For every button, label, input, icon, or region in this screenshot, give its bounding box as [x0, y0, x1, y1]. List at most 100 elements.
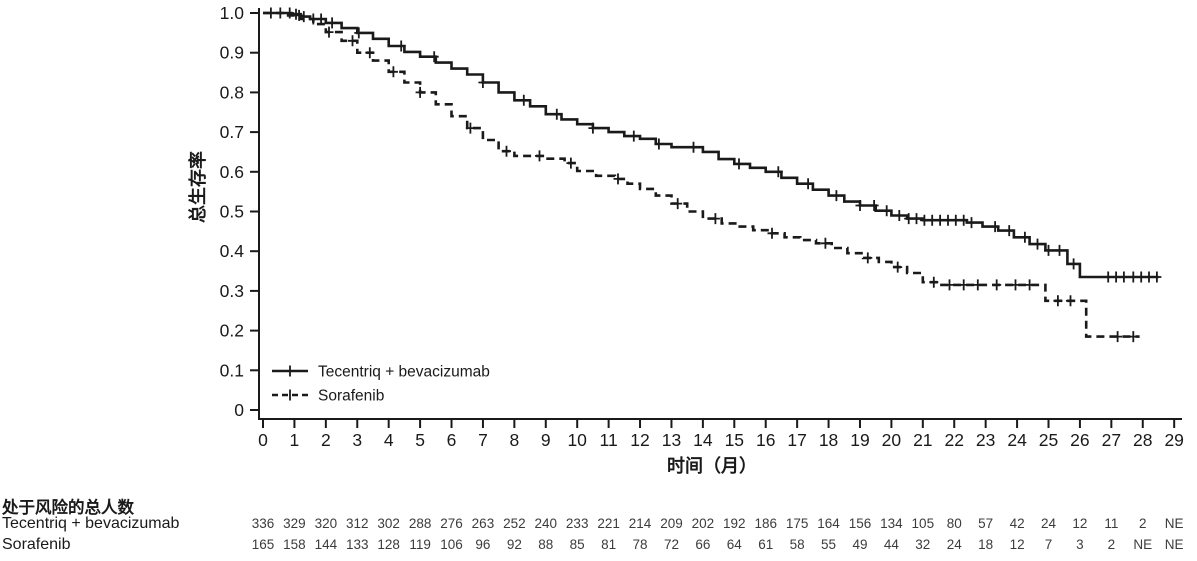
x-tick-label: 5: [415, 430, 425, 450]
risk-count: 302: [377, 516, 400, 531]
y-axis-title: 总生存率: [187, 151, 208, 223]
x-tick-label: 27: [1102, 430, 1121, 450]
km-curve-sorafenib: [263, 11, 1140, 338]
risk-count: 64: [726, 537, 742, 552]
risk-count: 214: [628, 516, 652, 531]
risk-count: 202: [691, 516, 715, 531]
risk-count: 2: [1107, 537, 1116, 552]
risk-count: 24: [1040, 516, 1057, 531]
x-tick-label: 0: [258, 430, 268, 450]
x-tick-label: 4: [384, 430, 394, 450]
risk-table-title: 处于风险的总人数: [2, 499, 134, 517]
x-tick-label: 8: [509, 430, 519, 450]
risk-count: 164: [817, 516, 840, 531]
y-tick-label: 0.1: [220, 360, 244, 380]
risk-count: 186: [754, 516, 777, 531]
risk-count: 288: [408, 516, 432, 531]
risk-count: 92: [506, 537, 522, 552]
x-tick-label: 6: [447, 430, 457, 450]
risk-count: 78: [632, 537, 648, 552]
risk-count: 18: [978, 537, 994, 552]
x-tick-label: 15: [725, 430, 744, 450]
risk-count: 119: [409, 537, 431, 552]
risk-count: 329: [283, 516, 306, 531]
risk-count: 49: [852, 537, 868, 552]
risk-count: NE: [1133, 537, 1153, 552]
risk-count: NE: [1164, 516, 1184, 531]
x-tick-label: 25: [1039, 430, 1058, 450]
risk-count: 88: [538, 537, 554, 552]
risk-count: 209: [660, 516, 683, 531]
risk-count: 221: [597, 516, 620, 531]
y-tick-label: 0.9: [220, 43, 244, 63]
risk-count: 81: [601, 537, 617, 552]
x-tick-label: 1: [290, 430, 300, 450]
x-tick-label: 28: [1133, 430, 1152, 450]
risk-count: 128: [377, 537, 400, 552]
x-axis-title: 时间（月）: [667, 456, 757, 476]
risk-count: 175: [785, 516, 809, 531]
y-tick-label: 0.3: [220, 281, 244, 301]
x-tick-label: 19: [850, 430, 869, 450]
risk-count: 44: [883, 537, 899, 552]
risk-count: NE: [1164, 537, 1184, 552]
risk-count: 96: [475, 537, 491, 552]
risk-count: 240: [534, 516, 558, 531]
risk-count: 156: [848, 516, 872, 531]
risk-count: 61: [758, 537, 774, 552]
x-tick-label: 26: [1070, 430, 1089, 450]
x-tick-label: 23: [976, 430, 995, 450]
y-tick-label: 0.5: [220, 202, 244, 222]
risk-count: 165: [251, 537, 275, 552]
censor-marks-sorafenib: [294, 9, 1138, 343]
risk-count: 233: [565, 516, 589, 531]
y-tick-label: 1.0: [220, 3, 245, 23]
risk-count: 72: [663, 537, 679, 552]
y-tick-label: 0.7: [220, 122, 244, 142]
x-tick-label: 20: [882, 430, 902, 450]
risk-count: 58: [789, 537, 805, 552]
risk-count: 32: [915, 537, 931, 552]
x-tick-label: 11: [600, 430, 618, 450]
x-tick-label: 16: [756, 430, 775, 450]
risk-count: 12: [1072, 516, 1088, 531]
y-tick-label: 0.8: [220, 82, 244, 102]
risk-row-label-sorafenib: Sorafenib: [2, 536, 71, 553]
y-tick-label: 0.6: [220, 162, 244, 182]
risk-count: 158: [283, 537, 306, 552]
risk-count: 11: [1104, 516, 1119, 531]
y-tick-label: 0: [234, 400, 244, 420]
risk-count: 7: [1044, 537, 1053, 552]
x-tick-label: 10: [567, 430, 587, 450]
risk-count: 276: [440, 516, 463, 531]
risk-count: 105: [911, 516, 935, 531]
x-tick-label: 17: [787, 430, 806, 450]
risk-count: 263: [471, 516, 495, 531]
x-tick-label: 7: [478, 430, 488, 450]
x-tick-label: 12: [630, 430, 649, 450]
survival-chart: 1.00.90.80.70.60.50.40.30.20.100 1 2 3 4 5 6 7 8…: [187, 3, 1184, 476]
legend-label: Tecentriq + bevacizumab: [318, 364, 490, 381]
risk-count: 66: [695, 537, 711, 552]
x-tick-label: 3: [352, 430, 362, 450]
risk-count: 42: [1009, 516, 1025, 531]
risk-count: 134: [880, 516, 903, 531]
risk-count: 24: [946, 537, 962, 552]
risk-count: 55: [821, 537, 837, 552]
y-tick-label: 0.4: [220, 241, 245, 261]
x-tick-label: 13: [662, 430, 681, 450]
risk-count: 12: [1009, 537, 1025, 552]
x-tick-label: 18: [819, 430, 838, 450]
risk-row-label-tecentriq-bevacizumab: Tecentriq + bevacizumab: [2, 515, 180, 532]
x-tick-label: 22: [945, 430, 964, 450]
risk-count: 80: [946, 516, 962, 531]
x-tick-label: 21: [913, 430, 932, 450]
risk-count: 336: [251, 516, 275, 531]
legend-label: Sorafenib: [318, 388, 384, 405]
x-tick-label: 14: [693, 430, 713, 450]
risk-count: 252: [503, 516, 526, 531]
risk-count: 312: [345, 516, 369, 531]
risk-count: 57: [978, 516, 994, 531]
risk-count: 320: [314, 516, 338, 531]
